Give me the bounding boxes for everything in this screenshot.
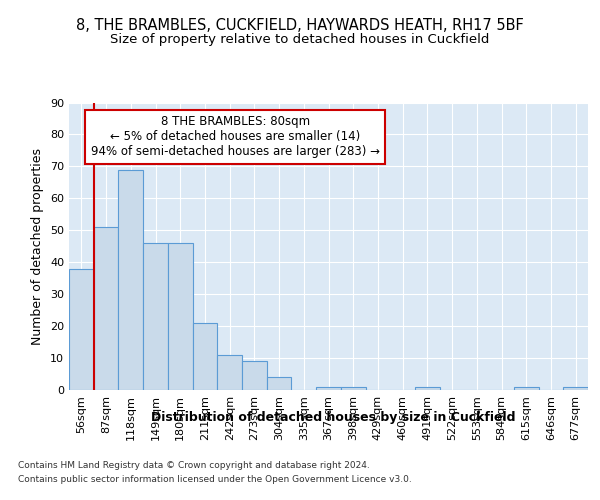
Text: 8, THE BRAMBLES, CUCKFIELD, HAYWARDS HEATH, RH17 5BF: 8, THE BRAMBLES, CUCKFIELD, HAYWARDS HEA… — [76, 18, 524, 32]
Bar — [118, 170, 143, 390]
Text: Size of property relative to detached houses in Cuckfield: Size of property relative to detached ho… — [110, 32, 490, 46]
Bar — [341, 387, 365, 390]
Bar — [69, 268, 94, 390]
Bar — [193, 323, 217, 390]
Y-axis label: Number of detached properties: Number of detached properties — [31, 148, 44, 345]
Bar — [267, 377, 292, 390]
Bar — [168, 243, 193, 390]
Bar — [514, 387, 539, 390]
Bar — [415, 387, 440, 390]
Bar — [217, 355, 242, 390]
Text: Distribution of detached houses by size in Cuckfield: Distribution of detached houses by size … — [151, 411, 515, 424]
Text: Contains public sector information licensed under the Open Government Licence v3: Contains public sector information licen… — [18, 476, 412, 484]
Bar — [242, 361, 267, 390]
Text: Contains HM Land Registry data © Crown copyright and database right 2024.: Contains HM Land Registry data © Crown c… — [18, 462, 370, 470]
Bar — [563, 387, 588, 390]
Bar — [316, 387, 341, 390]
Bar — [143, 243, 168, 390]
Bar — [94, 227, 118, 390]
Text: 8 THE BRAMBLES: 80sqm
← 5% of detached houses are smaller (14)
94% of semi-detac: 8 THE BRAMBLES: 80sqm ← 5% of detached h… — [91, 116, 380, 158]
